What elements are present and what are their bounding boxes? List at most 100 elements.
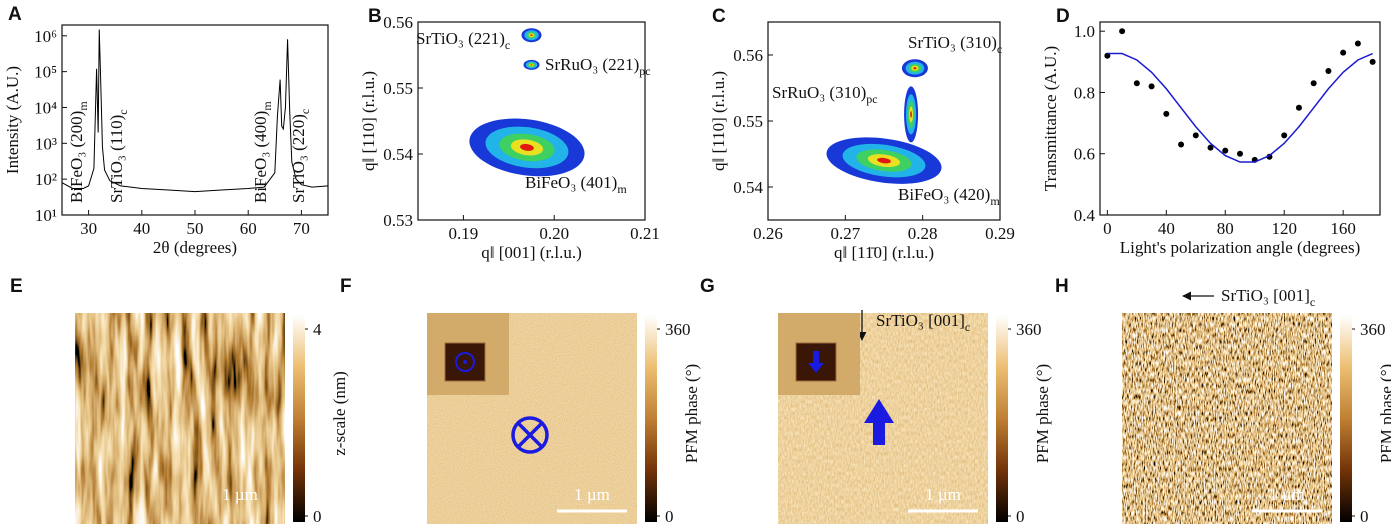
label-sub: c (505, 38, 510, 52)
data-point (1163, 110, 1170, 117)
x-tick-label: 0.28 (908, 224, 938, 243)
data-point (1148, 83, 1155, 90)
colorbar-tick-label: 4 (313, 320, 322, 339)
plot-frame (1099, 21, 1381, 216)
colorbar-tick-label: 0 (1016, 507, 1025, 524)
label-sub: pc (866, 92, 877, 106)
colorbar (996, 315, 1008, 522)
y-tick-label: 0.55 (733, 112, 763, 131)
rsm-peak (469, 118, 585, 177)
colorbar-tick-label: 360 (665, 320, 691, 339)
data-point (1295, 104, 1302, 111)
colorbar (293, 315, 305, 522)
peak-layer (913, 67, 917, 70)
label-main: SrTiO₃ (310) (908, 33, 997, 52)
label-main: SrTiO₃ (221) (416, 29, 505, 48)
plot-frame (417, 21, 646, 221)
data-point (1207, 144, 1214, 151)
panel-letter: B (368, 6, 382, 27)
direction-label: SrTiO₃ [001]c (876, 311, 970, 334)
data-point (1369, 58, 1376, 65)
afm-image (75, 313, 285, 524)
data-point (1237, 150, 1243, 157)
y-tick-label: 0.56 (383, 13, 413, 32)
panel-letter: D (1056, 6, 1070, 27)
colorbar-label: z-scale (nm) (330, 371, 349, 455)
peak-label: SrTiO₃ (221)c (416, 29, 510, 52)
scale-bar-label: 1 µm (1269, 485, 1305, 504)
x-tick-label: 0.19 (449, 224, 479, 243)
x-tick-label: 40 (1158, 219, 1175, 238)
polarization-in (511, 416, 549, 454)
y-tick-label: 10³ (35, 134, 57, 153)
peak-label: SrTiO₃ (310)c (908, 33, 1002, 56)
polarization-out (455, 352, 475, 372)
polarization-dot (463, 360, 467, 364)
rsm-peak (826, 137, 942, 184)
peak-label: SrRuO₃ (310)pc (772, 83, 878, 106)
y-axis-label: q‖ [110] (r.l.u.) (709, 71, 728, 171)
panel-letter: C (712, 6, 726, 27)
colorbar-tick-label: 0 (1360, 507, 1369, 524)
polarization-cross (516, 421, 544, 449)
y-tick-label: 0.54 (383, 145, 413, 164)
x-tick-label: 0.20 (539, 224, 569, 243)
x-tick-label: 30 (80, 219, 97, 238)
scale-bar-label: 1 µm (925, 485, 961, 504)
y-axis-label: Intensity (A.U.) (3, 66, 22, 174)
panel-letter: F (340, 276, 352, 297)
y-tick-label: 0.54 (733, 178, 763, 197)
rsm-peak (904, 86, 919, 143)
xrd-line (61, 29, 329, 193)
peak-layer (877, 157, 891, 164)
y-tick-label: 10² (35, 170, 57, 189)
label-sub: c (965, 320, 970, 334)
x-tick-label: 70 (293, 219, 310, 238)
peak-label: SrTiO₃ (110)c (107, 109, 130, 203)
data-point (1310, 80, 1317, 87)
label-main: SrRuO₃ (221) (545, 55, 639, 74)
peak-label: SrTiO₃ (220)c (289, 109, 312, 203)
fit-line (1107, 52, 1373, 163)
x-tick-label: 80 (1217, 219, 1234, 238)
data-point (1133, 80, 1140, 87)
y-tick-label: 0.4 (1074, 206, 1096, 225)
label-sub: c (1310, 295, 1315, 309)
colorbar-label: PFM phase (°) (682, 364, 701, 463)
x-tick-label: 0.21 (630, 224, 660, 243)
peak-label: BiFeO₃ (420)m (898, 185, 1000, 208)
data-point (1325, 68, 1332, 75)
afm-image (1122, 313, 1332, 524)
colorbar-label: PFM phase (°) (1033, 364, 1052, 463)
y-tick-label: 0.53 (383, 211, 413, 230)
colorbar-tick-label: 360 (1016, 320, 1042, 339)
y-axis-label: q‖ [110] (r.l.u.) (359, 71, 378, 171)
label-main: SrRuO₃ (310) (772, 83, 866, 102)
colorbar-tick-label: 0 (665, 507, 674, 524)
colorbar-tick-label: 360 (1360, 320, 1386, 339)
x-tick-label: 160 (1330, 219, 1356, 238)
peak-layer (520, 143, 534, 151)
x-axis-label: q‖ [001] (r.l.u.) (481, 243, 582, 262)
rsm-peak (901, 59, 928, 78)
x-tick-label: 60 (240, 219, 257, 238)
label-main: BiFeO₃ (400) (251, 111, 270, 203)
rsm-peak (523, 59, 540, 70)
y-tick-label: 1.0 (1074, 22, 1095, 41)
panel-letter: E (10, 276, 23, 297)
peak-label: BiFeO₃ (400)m (251, 101, 274, 203)
data-point (1119, 28, 1126, 35)
peak-label: SrRuO₃ (221)pc (545, 55, 651, 78)
data-point (1222, 147, 1229, 154)
polarization-up (864, 399, 894, 445)
colorbar-label: PFM phase (°) (1377, 364, 1391, 463)
data-point (1178, 141, 1185, 148)
label-sub: m (990, 194, 1000, 208)
y-tick-label: 0.8 (1074, 83, 1095, 102)
colorbar-tick-label: 0 (313, 507, 322, 524)
label-main: BiFeO₃ (401) (525, 173, 617, 192)
x-tick-label: 0.29 (985, 224, 1015, 243)
panel-letter: A (8, 4, 22, 25)
